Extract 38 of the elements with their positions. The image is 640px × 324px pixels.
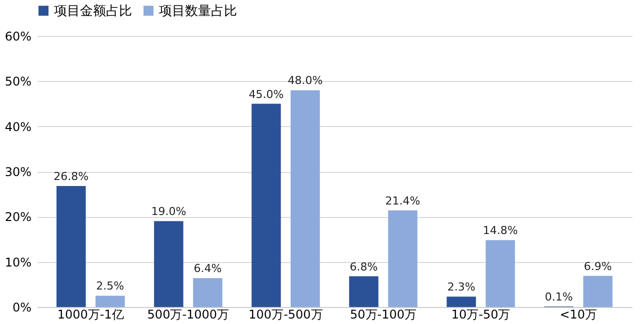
bar (252, 104, 281, 307)
y-tick-label: 50% (4, 74, 32, 89)
data-label: 6.4% (194, 262, 222, 276)
data-label: 6.8% (350, 260, 378, 274)
x-tick-label: 100万-500万 (248, 308, 323, 322)
data-label: 45.0% (248, 88, 284, 101)
legend-label: 项目金额占比 (54, 4, 132, 19)
bar (56, 186, 86, 307)
data-label: 6.9% (584, 260, 612, 273)
data-label: 48.0% (288, 74, 323, 88)
data-label: 26.8% (54, 170, 89, 183)
bar (486, 240, 515, 307)
bar (193, 278, 222, 307)
data-label: 2.5% (96, 280, 124, 293)
data-label: 19.0% (151, 205, 186, 218)
bar (446, 296, 476, 307)
x-tick-label: 500万-1000万 (147, 308, 230, 322)
x-tick-label: <10万 (560, 308, 598, 322)
x-tick-label: 50万-100万 (350, 308, 417, 322)
x-tick-label: 10万-50万 (451, 308, 510, 322)
y-tick-label: 10% (4, 255, 32, 270)
bar (349, 276, 378, 307)
y-tick-label: 40% (4, 120, 32, 134)
data-label: 0.1% (544, 290, 573, 304)
data-label: 14.8% (482, 224, 518, 238)
data-label: 2.3% (447, 280, 476, 294)
legend-label: 项目数量占比 (159, 4, 237, 19)
bar (154, 221, 184, 307)
y-tick-label: 20% (4, 210, 32, 224)
bar (388, 210, 418, 307)
y-tick-label: 0% (12, 300, 32, 314)
data-label: 21.4% (385, 194, 420, 208)
bar (96, 296, 125, 307)
y-tick-label: 60% (4, 30, 32, 44)
y-tick-label: 30% (4, 165, 32, 179)
bar (290, 90, 320, 307)
x-tick-label: 1000万-1亿 (57, 308, 124, 322)
bar (583, 276, 612, 307)
